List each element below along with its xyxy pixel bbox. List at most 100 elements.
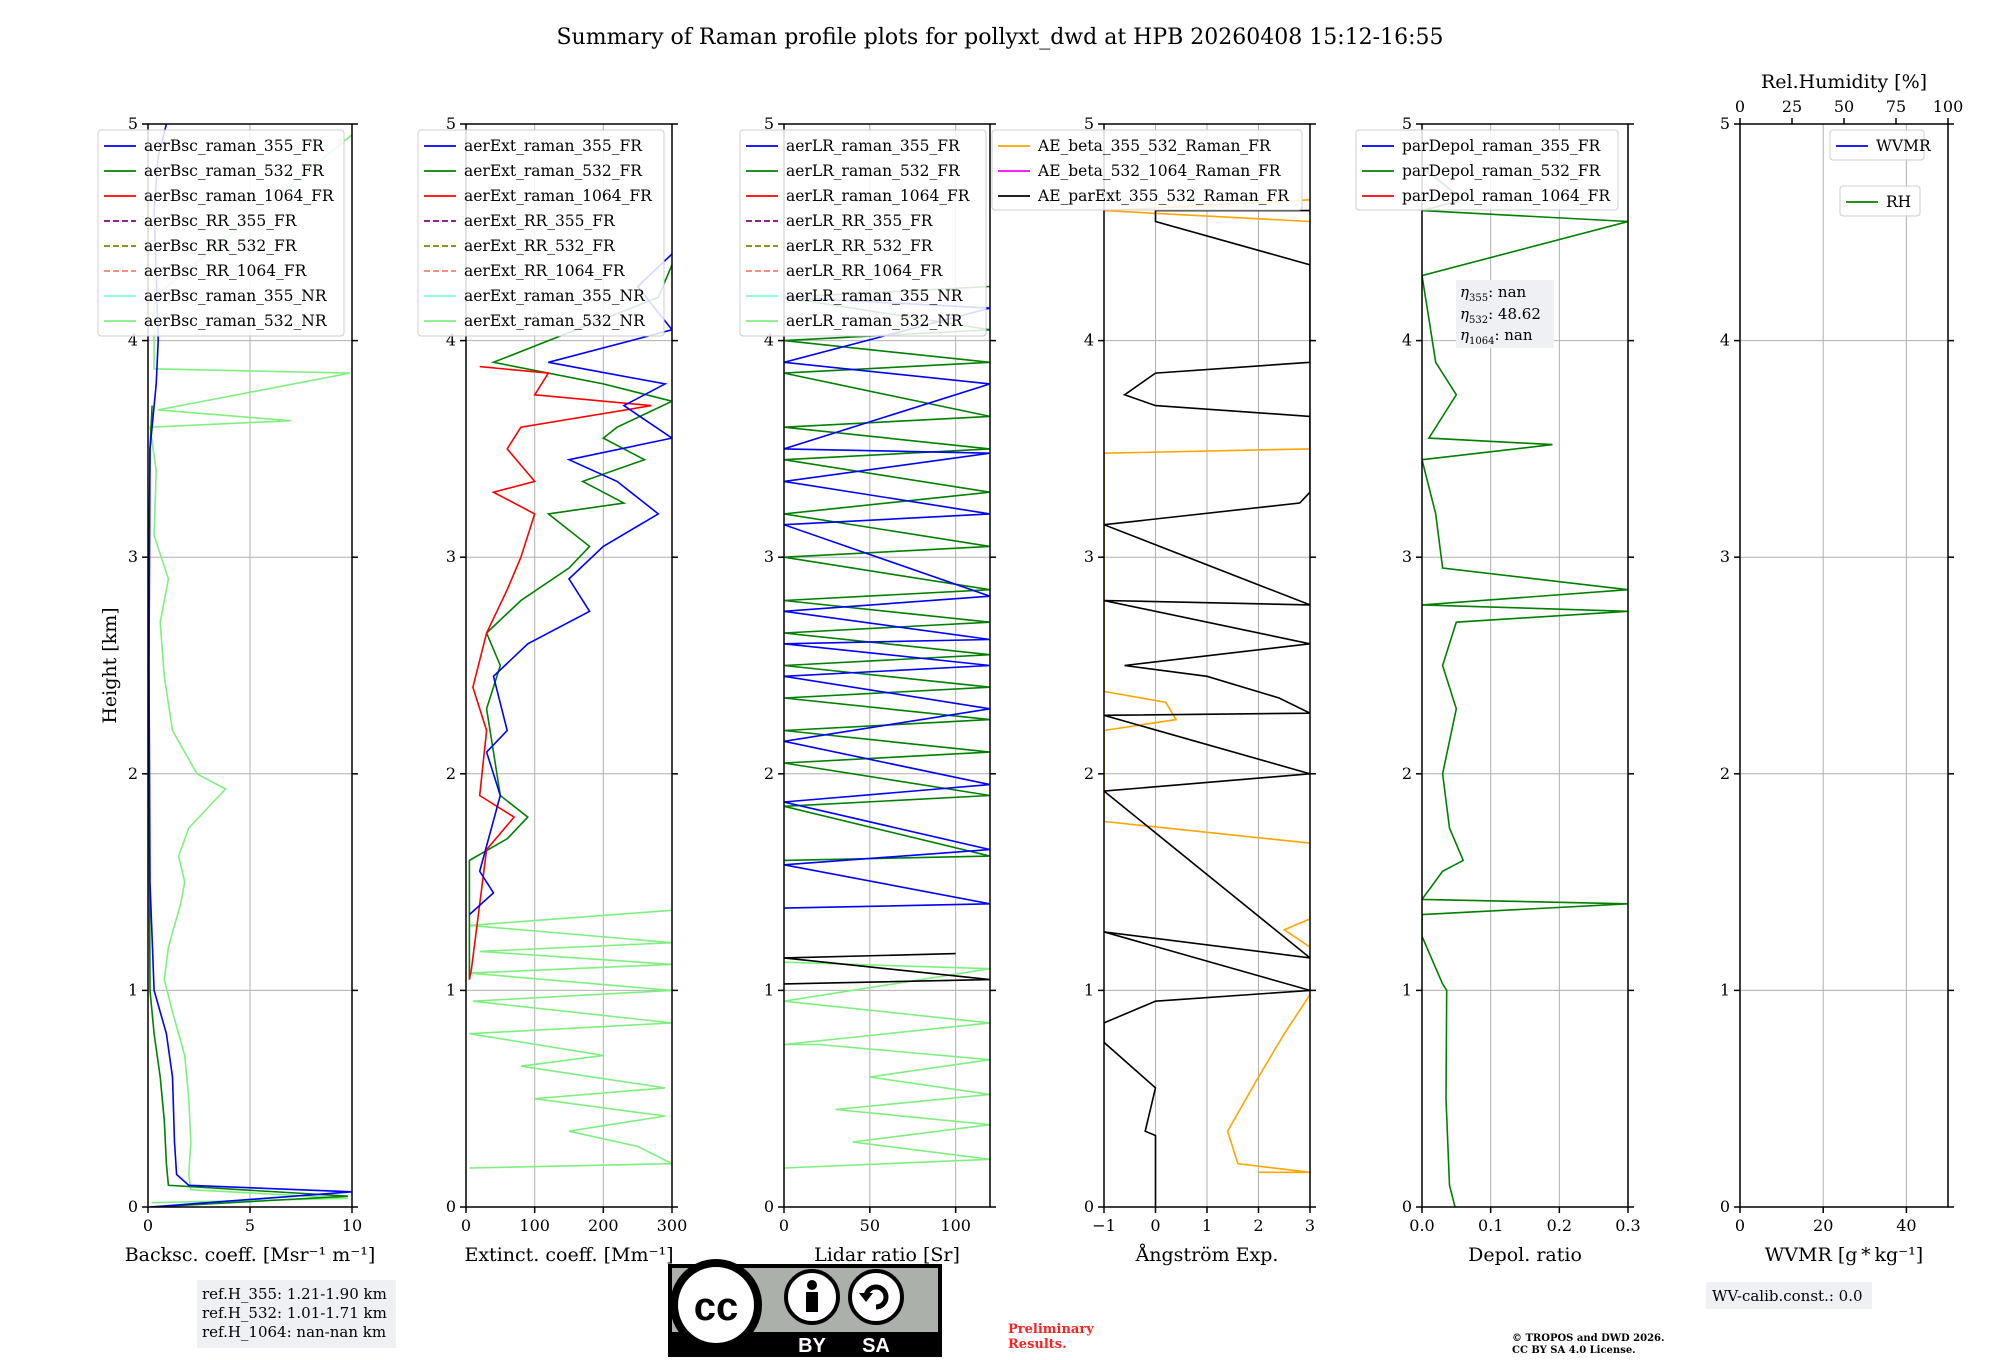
- y-tick-label: 2: [128, 764, 138, 783]
- x-axis-label: Extinct. coeff. [Mm⁻¹]: [464, 1244, 673, 1266]
- x-tick-label: 50: [860, 1216, 880, 1235]
- legend-entry: RH: [1886, 193, 1911, 211]
- top-x-axis-label: Rel.Humidity [%]: [1761, 71, 1927, 93]
- y-tick-label: 4: [1084, 331, 1094, 350]
- y-tick-label: 1: [764, 980, 774, 999]
- y-tick-label: 1: [1402, 980, 1412, 999]
- legend-entry: aerBsc_RR_355_FR: [144, 212, 298, 230]
- x-tick-label: 0: [779, 1216, 789, 1235]
- legend-entry: aerExt_raman_532_NR: [464, 312, 646, 330]
- legend-entry: AE_parExt_355_532_Raman_FR: [1037, 187, 1290, 205]
- x-tick-label: 0: [1735, 1216, 1745, 1235]
- legend-entry: aerExt_RR_1064_FR: [464, 262, 626, 280]
- x-tick-label: 300: [657, 1216, 688, 1235]
- series-line-parDepol_raman_532_FR: [1422, 134, 1628, 1207]
- ref-heights-box: ref.H_355: 1.21-1.90 km ref.H_532: 1.01-…: [197, 1280, 396, 1348]
- series-line-aerExt_raman_532_FR: [468, 264, 672, 980]
- legend-entry: aerLR_RR_1064_FR: [786, 262, 944, 280]
- ref-height-355: ref.H_355: 1.21-1.90 km: [202, 1285, 387, 1303]
- x-tick-label: 0.0: [1409, 1216, 1434, 1235]
- x-tick-label: 10: [342, 1216, 362, 1235]
- svg-text:Results.: Results.: [1008, 1337, 1067, 1352]
- legend-entry: aerLR_RR_355_FR: [786, 212, 934, 230]
- y-tick-label: 4: [764, 331, 774, 350]
- y-tick-label: 1: [1720, 980, 1730, 999]
- x-tick-label: 40: [1896, 1216, 1916, 1235]
- x-tick-label: −1: [1092, 1216, 1116, 1235]
- y-tick-label: 0: [1402, 1197, 1412, 1216]
- y-tick-label: 1: [128, 980, 138, 999]
- eta-1064: η1064: nan: [1460, 326, 1533, 347]
- legend-entry: aerBsc_RR_1064_FR: [144, 262, 308, 280]
- y-tick-label: 2: [1084, 764, 1094, 783]
- y-axis-label: Height [km]: [99, 607, 121, 723]
- series-line-aerLR_raman_532_FR: [784, 285, 990, 862]
- legend-box: [1829, 129, 1925, 161]
- eta-532: η532: 48.62: [1460, 305, 1541, 326]
- chart-panel-extinction: 0 100 200 300 0 1 2 3 4 5 Extinct. coeff. [Mm⁻¹] ae…: [417, 114, 688, 1266]
- y-tick-label: 3: [1402, 547, 1412, 566]
- series-line-aerExt_raman_355_FR: [468, 253, 672, 916]
- legend-entry: aerExt_RR_532_FR: [464, 237, 616, 255]
- y-tick-label: 2: [1720, 764, 1730, 783]
- svg-text:Preliminary: Preliminary: [1008, 1322, 1094, 1337]
- legend-entry: aerLR_raman_355_FR: [786, 137, 961, 155]
- legend-box: [739, 129, 987, 337]
- x-tick-label: 3: [1305, 1216, 1315, 1235]
- x-axis-label: Ångström Exp.: [1135, 1244, 1279, 1266]
- x-axis-label: Lidar ratio [Sr]: [814, 1244, 960, 1266]
- legend-entry: AE_beta_532_1064_Raman_FR: [1037, 162, 1282, 180]
- legend-box: [1839, 185, 1921, 217]
- x-tick-label: 0: [1150, 1216, 1160, 1235]
- x-tick-label: 100: [940, 1216, 971, 1235]
- legend-entry: aerBsc_raman_355_NR: [144, 287, 328, 305]
- legend-entry: aerLR_raman_532_FR: [786, 162, 961, 180]
- x-tick-label: 1: [1202, 1216, 1212, 1235]
- chart-panel-backscatter: 0 5 10 0 1 2 3 4 5 Backsc. coeff. [Msr⁻¹ m⁻¹] Heig…: [97, 114, 376, 1266]
- x-axis-label: Depol. ratio: [1468, 1244, 1582, 1266]
- axes-frame: [465, 123, 673, 1208]
- legend-entry: aerExt_raman_532_FR: [464, 162, 643, 180]
- legend-entry: aerLR_raman_1064_FR: [786, 187, 971, 205]
- preliminary-note: Preliminary Results.: [1008, 1322, 1094, 1352]
- y-tick-label: 5: [1084, 114, 1094, 133]
- y-tick-label: 5: [1720, 114, 1730, 133]
- y-tick-label: 2: [446, 764, 456, 783]
- y-tick-label: 0: [764, 1197, 774, 1216]
- top-x-tick-label: 75: [1886, 97, 1906, 116]
- series-line-aerBsc_raman_532_NR: [149, 134, 352, 1204]
- legend-backscatter: aerBsc_raman_355_FR aerBsc_raman_532_FRae…: [97, 129, 345, 337]
- y-tick-label: 1: [1084, 980, 1094, 999]
- y-tick-label: 5: [128, 114, 138, 133]
- series-line-AE_beta_355_532_Raman_FR: [1104, 199, 1310, 1174]
- legend-extinction: aerExt_raman_355_FR aerExt_raman_532_FRae…: [417, 129, 665, 337]
- svg-text:CC BY SA 4.0 License.: CC BY SA 4.0 License.: [1512, 1345, 1636, 1356]
- ref-height-1064: ref.H_1064: nan-nan km: [202, 1323, 386, 1341]
- legend-box: [97, 129, 345, 337]
- svg-text:© TROPOS and DWD 2026.: © TROPOS and DWD 2026.: [1512, 1333, 1664, 1344]
- series-line-AE_parExt_355_532_Raman_FR: [1104, 209, 1310, 1207]
- y-tick-label: 3: [1084, 547, 1094, 566]
- x-axis-label: Backsc. coeff. [Msr⁻¹ m⁻¹]: [125, 1244, 376, 1266]
- legend-entry: aerExt_raman_355_NR: [464, 287, 646, 305]
- y-tick-label: 3: [1720, 547, 1730, 566]
- y-tick-label: 5: [446, 114, 456, 133]
- y-tick-label: 0: [128, 1197, 138, 1216]
- top-x-tick-label: 100: [1933, 97, 1964, 116]
- legend-entry: parDepol_raman_1064_FR: [1402, 187, 1611, 205]
- y-tick-label: 0: [1720, 1197, 1730, 1216]
- legend-entry: aerExt_raman_355_FR: [464, 137, 643, 155]
- eta-355: η355: nan: [1460, 283, 1527, 304]
- y-tick-label: 5: [1402, 114, 1412, 133]
- legend-entry: WVMR: [1876, 137, 1932, 155]
- legend-box: [991, 129, 1303, 211]
- y-tick-label: 4: [128, 331, 138, 350]
- series-line-aerExt_raman_1064_FR: [468, 365, 652, 980]
- wv-calib-box: WV-calib.const.: 0.0: [1706, 1282, 1872, 1309]
- axes-frame: [147, 123, 353, 1208]
- x-tick-label: 0: [461, 1216, 471, 1235]
- legend-entry: aerExt_RR_355_FR: [464, 212, 616, 230]
- x-tick-label: 0: [143, 1216, 153, 1235]
